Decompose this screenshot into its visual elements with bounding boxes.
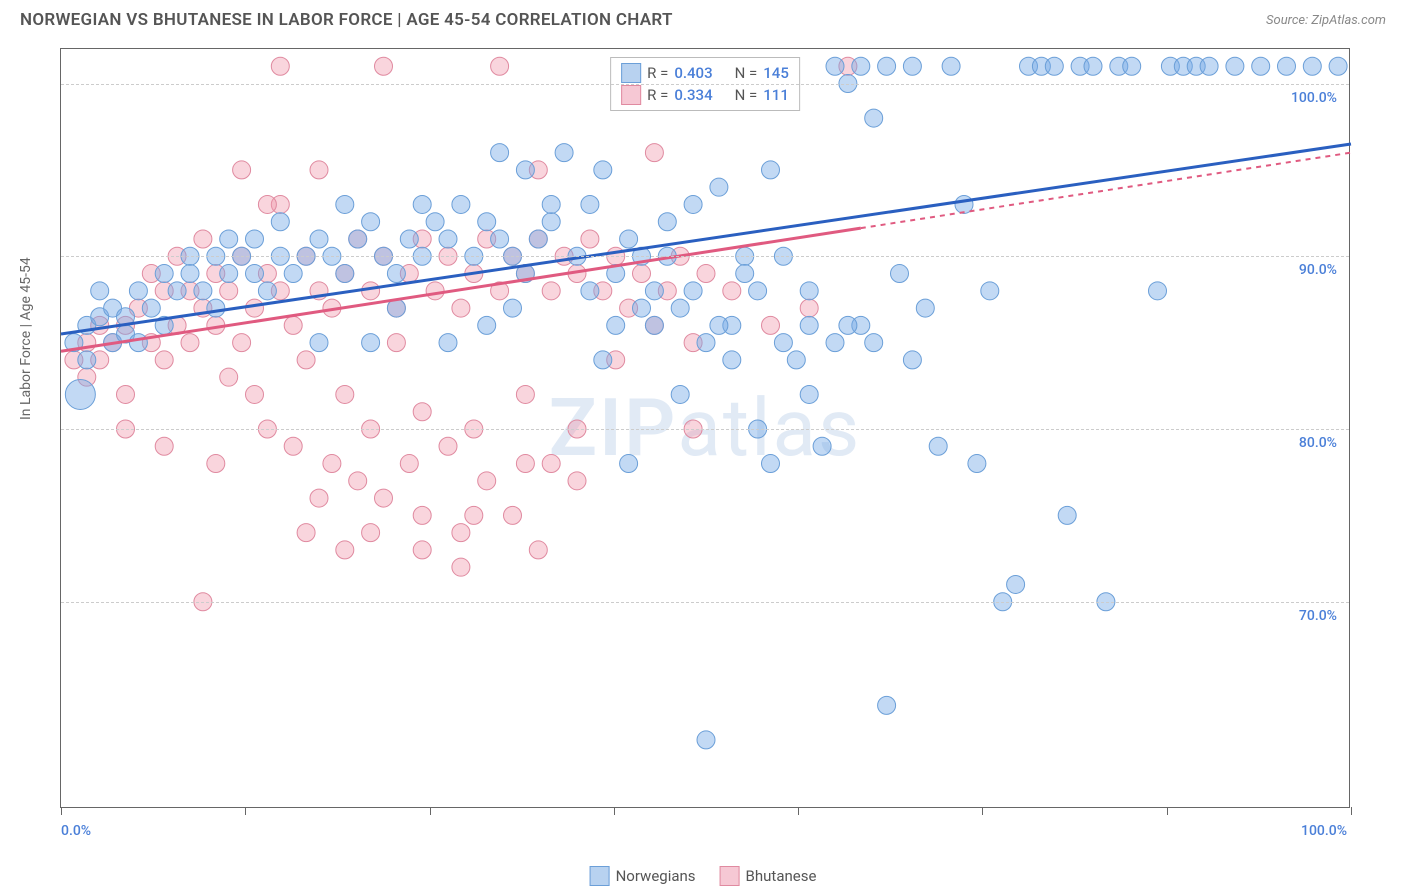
swatch-bhutanese — [720, 866, 740, 886]
r-value-bhutanese: 0.334 — [674, 86, 712, 104]
gridline — [61, 429, 1349, 430]
legend-item-bhutanese: Bhutanese — [720, 866, 817, 886]
gridline — [61, 84, 1349, 85]
legend-item-norwegians: Norwegians — [590, 866, 696, 886]
y-tick-label: 90.0% — [1299, 262, 1337, 278]
y-tick-label: 100.0% — [1291, 90, 1337, 106]
legend-label-norwegians: Norwegians — [616, 867, 696, 885]
y-axis-label: In Labor Force | Age 45-54 — [18, 257, 34, 420]
x-tick — [798, 807, 799, 815]
n-label: N = — [735, 86, 758, 104]
x-tick — [1351, 807, 1352, 815]
correlation-row-norwegians: R = 0.403 N = 145 — [621, 62, 789, 84]
gridline — [61, 256, 1349, 257]
y-tick-label: 80.0% — [1299, 435, 1337, 451]
legend-label-bhutanese: Bhutanese — [746, 867, 817, 885]
series-legend: Norwegians Bhutanese — [590, 866, 817, 886]
r-label: R = — [647, 86, 668, 104]
n-value-norwegians: 145 — [763, 64, 789, 82]
n-value-bhutanese: 111 — [763, 86, 789, 104]
chart-plot-area: ZIPatlas R = 0.403 N = 145 R = 0.334 N =… — [60, 48, 1350, 808]
y-tick-label: 70.0% — [1299, 608, 1337, 624]
swatch-bhutanese — [621, 85, 641, 105]
x-tick — [614, 807, 615, 815]
correlation-row-bhutanese: R = 0.334 N = 111 — [621, 84, 789, 106]
gridline — [61, 602, 1349, 603]
x-tick-label: 100.0% — [1301, 823, 1347, 839]
swatch-norwegian — [590, 866, 610, 886]
source-attribution: Source: ZipAtlas.com — [1266, 13, 1386, 28]
x-tick — [245, 807, 246, 815]
r-label: R = — [647, 64, 668, 82]
swatch-norwegian — [621, 63, 641, 83]
x-tick — [1167, 807, 1168, 815]
x-tick — [61, 807, 62, 815]
n-label: N = — [735, 64, 758, 82]
x-tick — [430, 807, 431, 815]
scatter-plot-svg — [61, 49, 1349, 807]
r-value-norwegians: 0.403 — [674, 64, 712, 82]
x-tick-label: 0.0% — [61, 823, 91, 839]
x-tick — [982, 807, 983, 815]
chart-title: NORWEGIAN VS BHUTANESE IN LABOR FORCE | … — [20, 10, 673, 30]
